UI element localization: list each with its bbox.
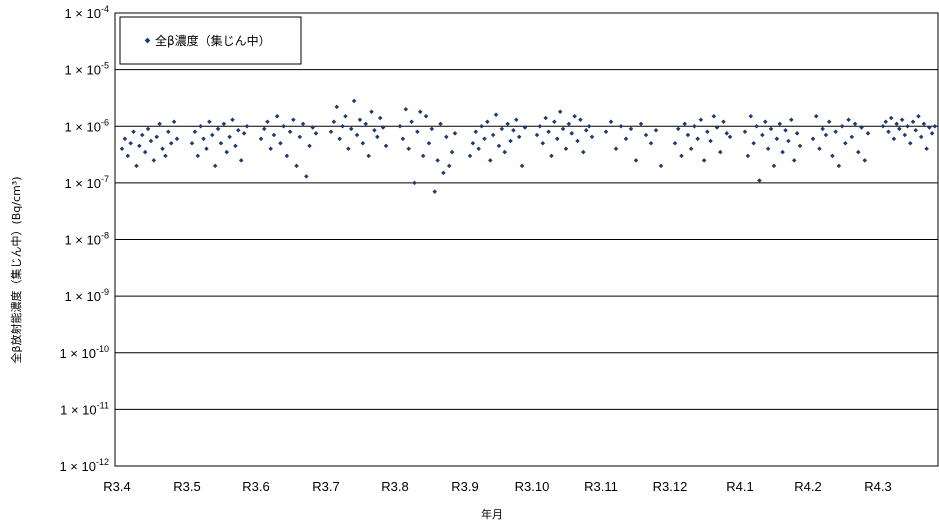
x-tick-label: R3.5 (173, 479, 200, 494)
y-tick-label: 1 × 10-5 (64, 61, 109, 78)
data-point (496, 143, 502, 149)
data-point (420, 153, 426, 159)
x-tick-label: R3.6 (242, 479, 269, 494)
y-tick-label: 1 × 10-10 (59, 344, 109, 361)
legend-label: 全β濃度（集じん中） (155, 33, 271, 48)
y-axis-label: 全β放射能濃度（集じん中）(Bq/cm³) (9, 176, 23, 363)
data-point (145, 126, 151, 132)
data-point (346, 146, 351, 152)
data-point (215, 126, 221, 132)
data-point (426, 141, 432, 146)
data-point (508, 138, 513, 144)
x-axis-ticks: R3.4 R3.5 R3.6 R3.7 R3.8 R3.9 R3.10 R3.11 R3.12 R… (103, 479, 891, 494)
data-point (400, 136, 406, 142)
data-point (284, 153, 290, 159)
data-point (366, 153, 371, 159)
x-tick-label: R3.7 (312, 479, 339, 494)
grid-lines (115, 69, 938, 410)
y-tick-label: 1 × 10-9 (64, 287, 109, 304)
y-tick-label: 1 × 10-7 (64, 174, 109, 191)
data-point (337, 136, 342, 142)
data-point (490, 132, 496, 138)
data-point (859, 125, 864, 130)
data-point (271, 132, 277, 138)
x-axis-label: 年月 (481, 507, 503, 521)
data-point (221, 121, 227, 127)
data-point (297, 134, 303, 140)
data-point (369, 109, 374, 115)
data-point (482, 136, 487, 142)
data-point (357, 117, 363, 123)
data-point (897, 126, 902, 132)
data-point (473, 129, 479, 135)
data-point (438, 121, 443, 127)
data-point (334, 104, 340, 110)
x-tick-label: R4.2 (794, 479, 821, 494)
data-point (435, 158, 440, 163)
data-point (432, 189, 437, 194)
data-point (258, 136, 264, 142)
legend: 全β濃度（集じん中） (119, 16, 302, 65)
data-point (157, 121, 162, 127)
y-tick-label: 1 × 10-11 (60, 400, 109, 417)
x-tick-label: R4.1 (726, 479, 753, 494)
x-tick-label: R3.10 (515, 479, 550, 494)
data-point (467, 153, 473, 159)
y-tick-label: 1 × 10-12 (59, 457, 109, 474)
y-tick-label: 1 × 10-8 (64, 231, 109, 248)
data-point (119, 146, 125, 152)
data-point (488, 158, 493, 163)
data-point (354, 132, 360, 138)
y-tick-label: 1 × 10-6 (64, 117, 109, 134)
data-point (403, 106, 409, 112)
data-point (268, 146, 273, 152)
x-tick-label: R3.4 (103, 479, 130, 494)
data-point (125, 153, 131, 159)
x-tick-label: R3.8 (381, 479, 408, 494)
x-tick-label: R3.12 (653, 479, 688, 494)
data-point (198, 123, 203, 129)
x-tick-label: R3.9 (451, 479, 478, 494)
x-tick-label: R4.3 (864, 479, 891, 494)
y-axis-ticks: 1 × 10-12 1 × 10-11 1 × 10-10 1 × 10-9 1 × 1… (59, 4, 109, 474)
data-point (927, 125, 932, 130)
data-point (485, 119, 490, 125)
data-point (714, 125, 720, 130)
data-point (122, 136, 128, 142)
y-tick-label: 1 × 10-4 (64, 4, 109, 21)
x-tick-label: R3.11 (584, 479, 618, 494)
data-point (415, 129, 420, 135)
